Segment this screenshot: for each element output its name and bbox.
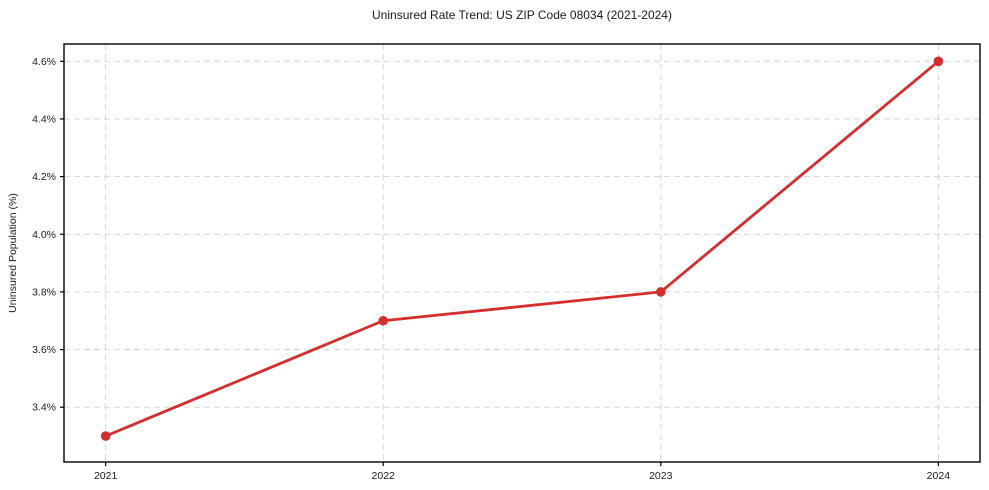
data-point-marker	[378, 315, 389, 326]
y-tick-label: 4.0%	[32, 229, 56, 241]
data-point-marker	[100, 431, 111, 441]
data-point-marker	[655, 287, 666, 297]
x-tick-label: 2022	[372, 470, 396, 482]
y-tick-label: 3.4%	[32, 402, 56, 414]
y-tick-label: 4.2%	[32, 171, 56, 183]
x-tick-label: 2023	[649, 470, 673, 482]
y-tick-label: 3.8%	[32, 286, 56, 298]
y-tick-label: 4.4%	[32, 113, 56, 125]
y-tick-label: 3.6%	[32, 344, 56, 356]
trend-line	[104, 59, 940, 438]
data-point-marker	[933, 56, 944, 67]
x-tick-label: 2024	[927, 470, 951, 482]
y-tick-label: 4.6%	[32, 56, 56, 68]
x-tick-label: 2021	[94, 470, 118, 482]
chart-title: Uninsured Rate Trend: US ZIP Code 08034 …	[372, 8, 672, 22]
plot-border	[63, 43, 981, 463]
